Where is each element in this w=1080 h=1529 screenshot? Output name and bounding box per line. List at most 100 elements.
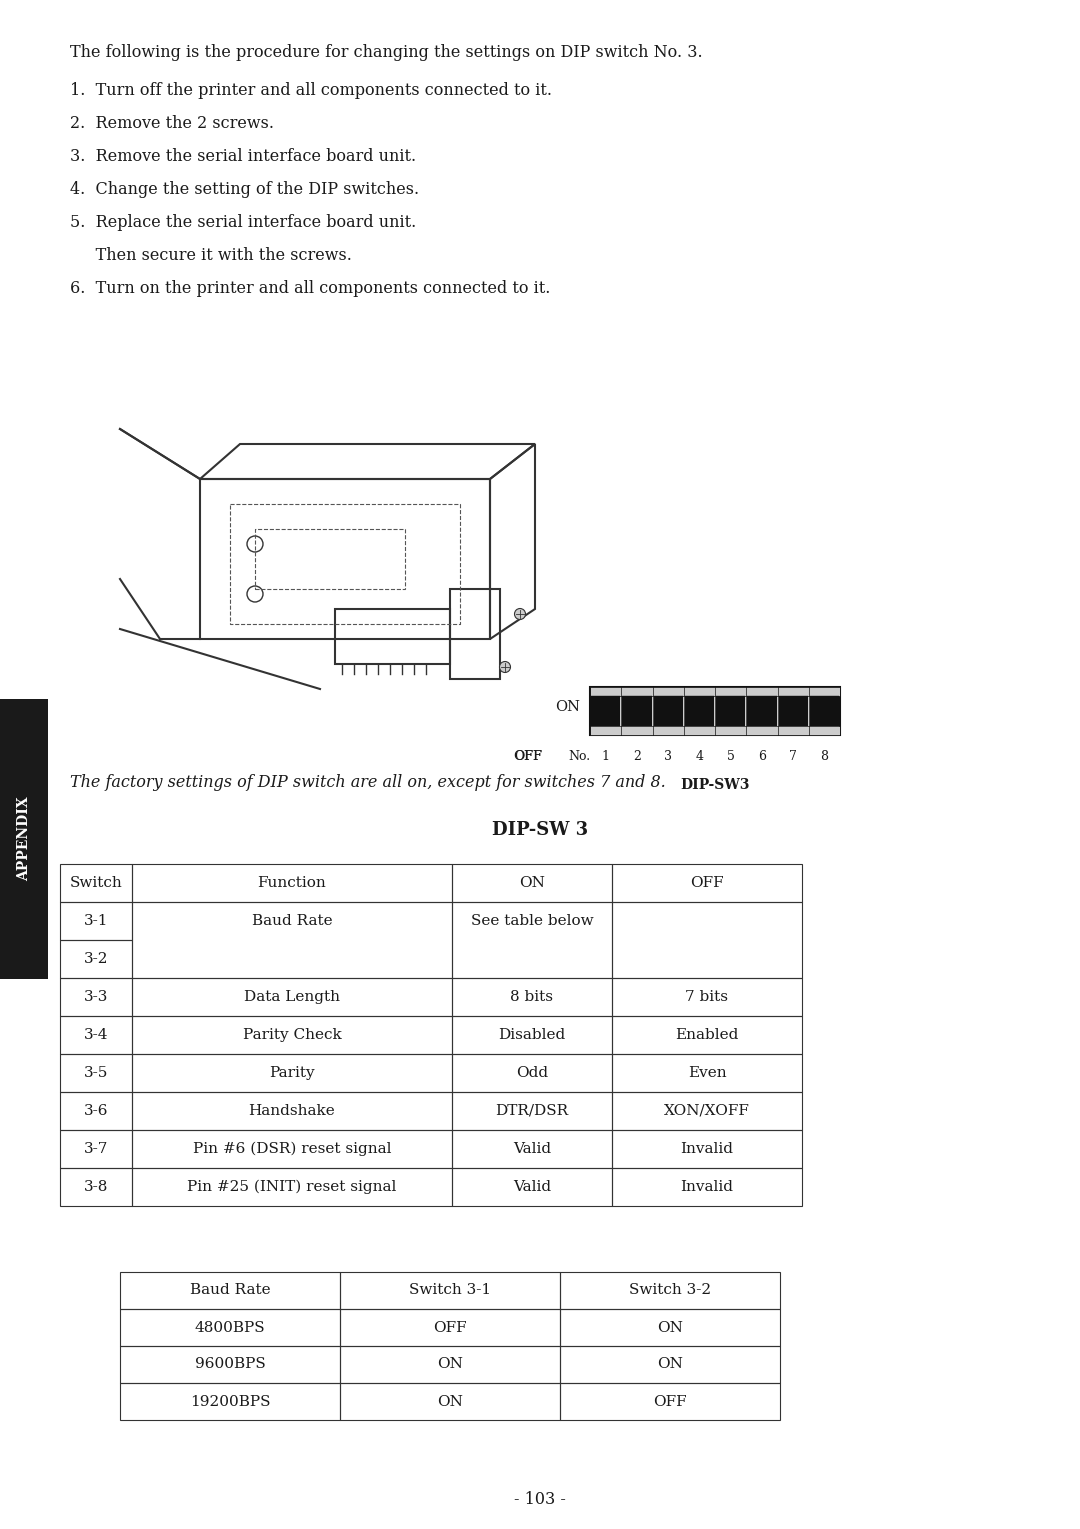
Bar <box>132 902 453 979</box>
Text: Enabled: Enabled <box>675 1027 739 1041</box>
Bar <box>612 1168 802 1206</box>
Bar <box>685 696 714 726</box>
Text: DIP-SW3: DIP-SW3 <box>680 778 750 792</box>
Bar <box>60 1015 132 1053</box>
Bar <box>810 696 839 726</box>
Text: 9600BPS: 9600BPS <box>194 1358 266 1372</box>
Bar <box>120 1384 340 1420</box>
Bar <box>132 1015 453 1053</box>
Text: - 103 -: - 103 - <box>514 1491 566 1508</box>
Text: Odd: Odd <box>516 1066 548 1079</box>
Bar <box>255 529 405 589</box>
Text: Baud Rate: Baud Rate <box>190 1283 270 1298</box>
Text: Function: Function <box>258 876 326 890</box>
Bar <box>132 979 453 1015</box>
Bar <box>591 696 620 726</box>
Circle shape <box>499 662 511 673</box>
Text: 6.  Turn on the printer and all components connected to it.: 6. Turn on the printer and all component… <box>70 280 551 297</box>
Bar <box>561 1272 780 1309</box>
Bar <box>453 1053 612 1092</box>
Text: Handshake: Handshake <box>248 1104 336 1118</box>
Text: DIP-SW 3: DIP-SW 3 <box>491 821 589 839</box>
Text: ON: ON <box>437 1358 463 1372</box>
Text: XON/XOFF: XON/XOFF <box>664 1104 750 1118</box>
Text: 6: 6 <box>758 751 766 763</box>
Text: 8: 8 <box>821 751 828 763</box>
Bar <box>453 864 612 902</box>
Text: The following is the procedure for changing the settings on DIP switch No. 3.: The following is the procedure for chang… <box>70 44 703 61</box>
Text: Switch: Switch <box>69 876 122 890</box>
Text: 3-5: 3-5 <box>84 1066 108 1079</box>
Bar <box>453 902 612 979</box>
Bar <box>340 1272 561 1309</box>
Text: 3-2: 3-2 <box>84 953 108 966</box>
Bar <box>590 687 840 735</box>
Text: 3: 3 <box>664 751 672 763</box>
Bar <box>132 1168 453 1206</box>
Bar <box>779 696 808 726</box>
Bar <box>716 696 745 726</box>
Text: 3-3: 3-3 <box>84 989 108 1005</box>
Text: Pin #6 (DSR) reset signal: Pin #6 (DSR) reset signal <box>192 1142 391 1156</box>
Bar <box>612 1053 802 1092</box>
Text: ON: ON <box>555 700 580 714</box>
Text: OFF: OFF <box>433 1321 467 1335</box>
Bar <box>612 1092 802 1130</box>
Text: 7 bits: 7 bits <box>686 989 729 1005</box>
Text: ON: ON <box>657 1358 683 1372</box>
Bar <box>132 1092 453 1130</box>
Text: 7: 7 <box>789 751 797 763</box>
Bar <box>340 1346 561 1384</box>
Text: The factory settings of DIP switch are all on, except for switches 7 and 8.: The factory settings of DIP switch are a… <box>70 774 665 790</box>
Bar <box>622 696 651 726</box>
Bar <box>747 696 777 726</box>
Bar <box>60 902 132 940</box>
Text: DTR/DSR: DTR/DSR <box>496 1104 568 1118</box>
Bar <box>132 1130 453 1168</box>
Bar <box>612 902 802 979</box>
Text: 4.  Change the setting of the DIP switches.: 4. Change the setting of the DIP switche… <box>70 180 419 197</box>
Bar <box>0 699 48 979</box>
Bar <box>60 1130 132 1168</box>
Text: 4800BPS: 4800BPS <box>194 1321 266 1335</box>
Text: OFF: OFF <box>513 751 542 763</box>
Text: Parity Check: Parity Check <box>243 1027 341 1041</box>
Text: Pin #25 (INIT) reset signal: Pin #25 (INIT) reset signal <box>187 1180 396 1194</box>
Text: 3.  Remove the serial interface board unit.: 3. Remove the serial interface board uni… <box>70 148 416 165</box>
Bar <box>453 1168 612 1206</box>
Text: Parity: Parity <box>269 1066 314 1079</box>
Bar <box>453 979 612 1015</box>
Bar <box>60 1168 132 1206</box>
Bar <box>120 1309 340 1346</box>
Text: Invalid: Invalid <box>680 1180 733 1194</box>
Bar <box>340 1384 561 1420</box>
Text: OFF: OFF <box>514 751 542 763</box>
Text: Valid: Valid <box>513 1142 551 1156</box>
Bar <box>612 864 802 902</box>
Bar <box>60 979 132 1015</box>
Bar <box>590 726 840 735</box>
Text: Valid: Valid <box>513 1180 551 1194</box>
Text: See table below: See table below <box>471 914 593 928</box>
Bar <box>612 979 802 1015</box>
Text: Baud Rate: Baud Rate <box>252 914 333 928</box>
Text: 1: 1 <box>602 751 609 763</box>
Text: APPENDIX: APPENDIX <box>17 797 31 881</box>
Bar <box>612 1130 802 1168</box>
Circle shape <box>514 609 526 619</box>
Text: ON: ON <box>519 876 545 890</box>
Bar <box>132 1053 453 1092</box>
Text: 3-6: 3-6 <box>84 1104 108 1118</box>
Bar <box>561 1346 780 1384</box>
Bar <box>132 864 453 902</box>
Bar <box>120 1272 340 1309</box>
Bar <box>453 1092 612 1130</box>
Text: No.: No. <box>568 751 590 763</box>
Text: Switch 3-1: Switch 3-1 <box>409 1283 491 1298</box>
Bar <box>60 864 132 902</box>
Text: 3-4: 3-4 <box>84 1027 108 1041</box>
Text: 3-7: 3-7 <box>84 1142 108 1156</box>
Text: 3-8: 3-8 <box>84 1180 108 1194</box>
Bar <box>60 940 132 979</box>
Text: ON: ON <box>657 1321 683 1335</box>
